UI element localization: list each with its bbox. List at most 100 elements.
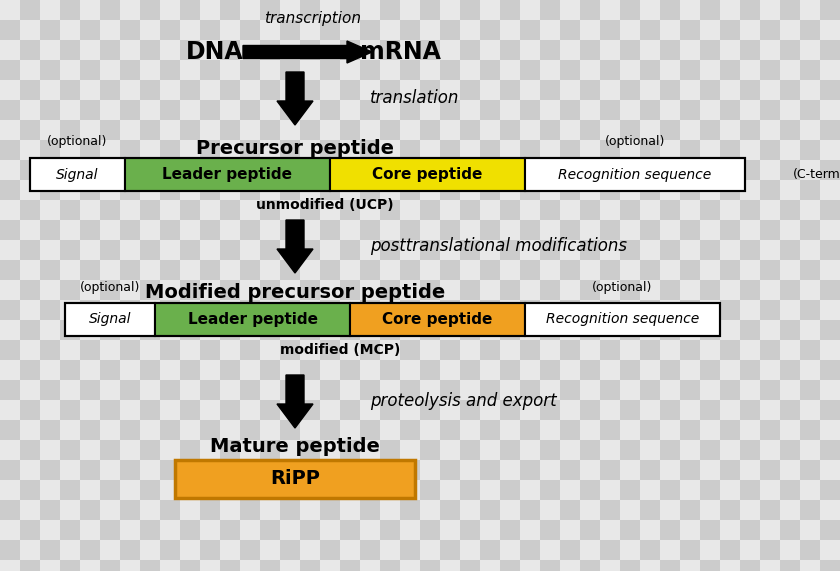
Bar bbox=[260, 80, 280, 100]
Bar bbox=[640, 440, 660, 460]
Bar bbox=[600, 140, 620, 160]
Text: Recognition sequence: Recognition sequence bbox=[546, 312, 699, 327]
Bar bbox=[580, 380, 600, 400]
Bar bbox=[420, 400, 440, 420]
Bar bbox=[660, 220, 680, 240]
Bar bbox=[460, 520, 480, 540]
Bar bbox=[40, 340, 60, 360]
Bar bbox=[40, 280, 60, 300]
Bar bbox=[40, 60, 60, 80]
Bar bbox=[700, 40, 720, 60]
Bar bbox=[380, 100, 400, 120]
Bar bbox=[320, 540, 340, 560]
Bar bbox=[200, 360, 220, 380]
Bar bbox=[420, 140, 440, 160]
Bar bbox=[380, 280, 400, 300]
Bar bbox=[0, 340, 20, 360]
Bar bbox=[60, 240, 80, 260]
Bar bbox=[620, 180, 640, 200]
Bar bbox=[120, 140, 140, 160]
Bar bbox=[440, 0, 460, 20]
Bar bbox=[600, 100, 620, 120]
Bar bbox=[720, 40, 740, 60]
Bar bbox=[440, 360, 460, 380]
Bar bbox=[700, 260, 720, 280]
Bar bbox=[460, 260, 480, 280]
Bar bbox=[300, 300, 320, 320]
Bar bbox=[600, 200, 620, 220]
Bar bbox=[30, 158, 125, 191]
Bar bbox=[240, 400, 260, 420]
Bar bbox=[600, 0, 620, 20]
Bar bbox=[640, 260, 660, 280]
Bar bbox=[240, 520, 260, 540]
Bar bbox=[380, 120, 400, 140]
Bar bbox=[300, 200, 320, 220]
Bar bbox=[460, 0, 480, 20]
Bar bbox=[760, 140, 780, 160]
Bar bbox=[380, 160, 400, 180]
Bar bbox=[260, 120, 280, 140]
Bar bbox=[120, 220, 140, 240]
Bar bbox=[220, 440, 240, 460]
Bar bbox=[420, 80, 440, 100]
Bar bbox=[480, 340, 500, 360]
Bar bbox=[820, 40, 840, 60]
Bar bbox=[560, 80, 580, 100]
Bar bbox=[440, 40, 460, 60]
Bar bbox=[560, 400, 580, 420]
Bar bbox=[260, 480, 280, 500]
Bar bbox=[60, 60, 80, 80]
Bar bbox=[740, 300, 760, 320]
Bar bbox=[760, 340, 780, 360]
Bar bbox=[80, 120, 100, 140]
Bar bbox=[540, 380, 560, 400]
Bar bbox=[280, 140, 300, 160]
Text: Leader peptide: Leader peptide bbox=[162, 167, 292, 182]
Bar bbox=[500, 200, 520, 220]
Bar bbox=[440, 460, 460, 480]
Bar bbox=[340, 300, 360, 320]
Bar bbox=[280, 80, 300, 100]
Bar bbox=[520, 280, 540, 300]
Bar bbox=[60, 540, 80, 560]
Bar bbox=[160, 0, 180, 20]
Bar bbox=[240, 280, 260, 300]
Bar bbox=[660, 460, 680, 480]
Bar bbox=[400, 60, 420, 80]
Bar bbox=[80, 380, 100, 400]
Bar bbox=[620, 0, 640, 20]
Bar bbox=[720, 120, 740, 140]
Bar bbox=[340, 460, 360, 480]
Bar bbox=[820, 0, 840, 20]
Bar bbox=[350, 303, 525, 336]
Bar bbox=[180, 280, 200, 300]
Bar bbox=[520, 240, 540, 260]
Bar bbox=[300, 340, 320, 360]
Bar bbox=[400, 180, 420, 200]
Bar bbox=[120, 240, 140, 260]
Bar bbox=[20, 440, 40, 460]
Bar bbox=[120, 380, 140, 400]
Bar bbox=[260, 520, 280, 540]
Bar bbox=[560, 500, 580, 520]
Bar bbox=[800, 140, 820, 160]
Bar bbox=[280, 100, 300, 120]
Bar bbox=[220, 340, 240, 360]
Bar bbox=[500, 300, 520, 320]
Bar bbox=[280, 40, 300, 60]
Bar bbox=[0, 120, 20, 140]
Bar bbox=[280, 480, 300, 500]
Bar bbox=[260, 260, 280, 280]
Bar bbox=[360, 260, 380, 280]
Bar bbox=[520, 140, 540, 160]
Bar bbox=[440, 280, 460, 300]
Bar bbox=[200, 0, 220, 20]
Bar bbox=[440, 480, 460, 500]
Bar bbox=[780, 80, 800, 100]
Bar bbox=[700, 520, 720, 540]
Bar bbox=[80, 20, 100, 40]
Bar bbox=[360, 160, 380, 180]
Bar bbox=[740, 80, 760, 100]
Bar bbox=[580, 120, 600, 140]
